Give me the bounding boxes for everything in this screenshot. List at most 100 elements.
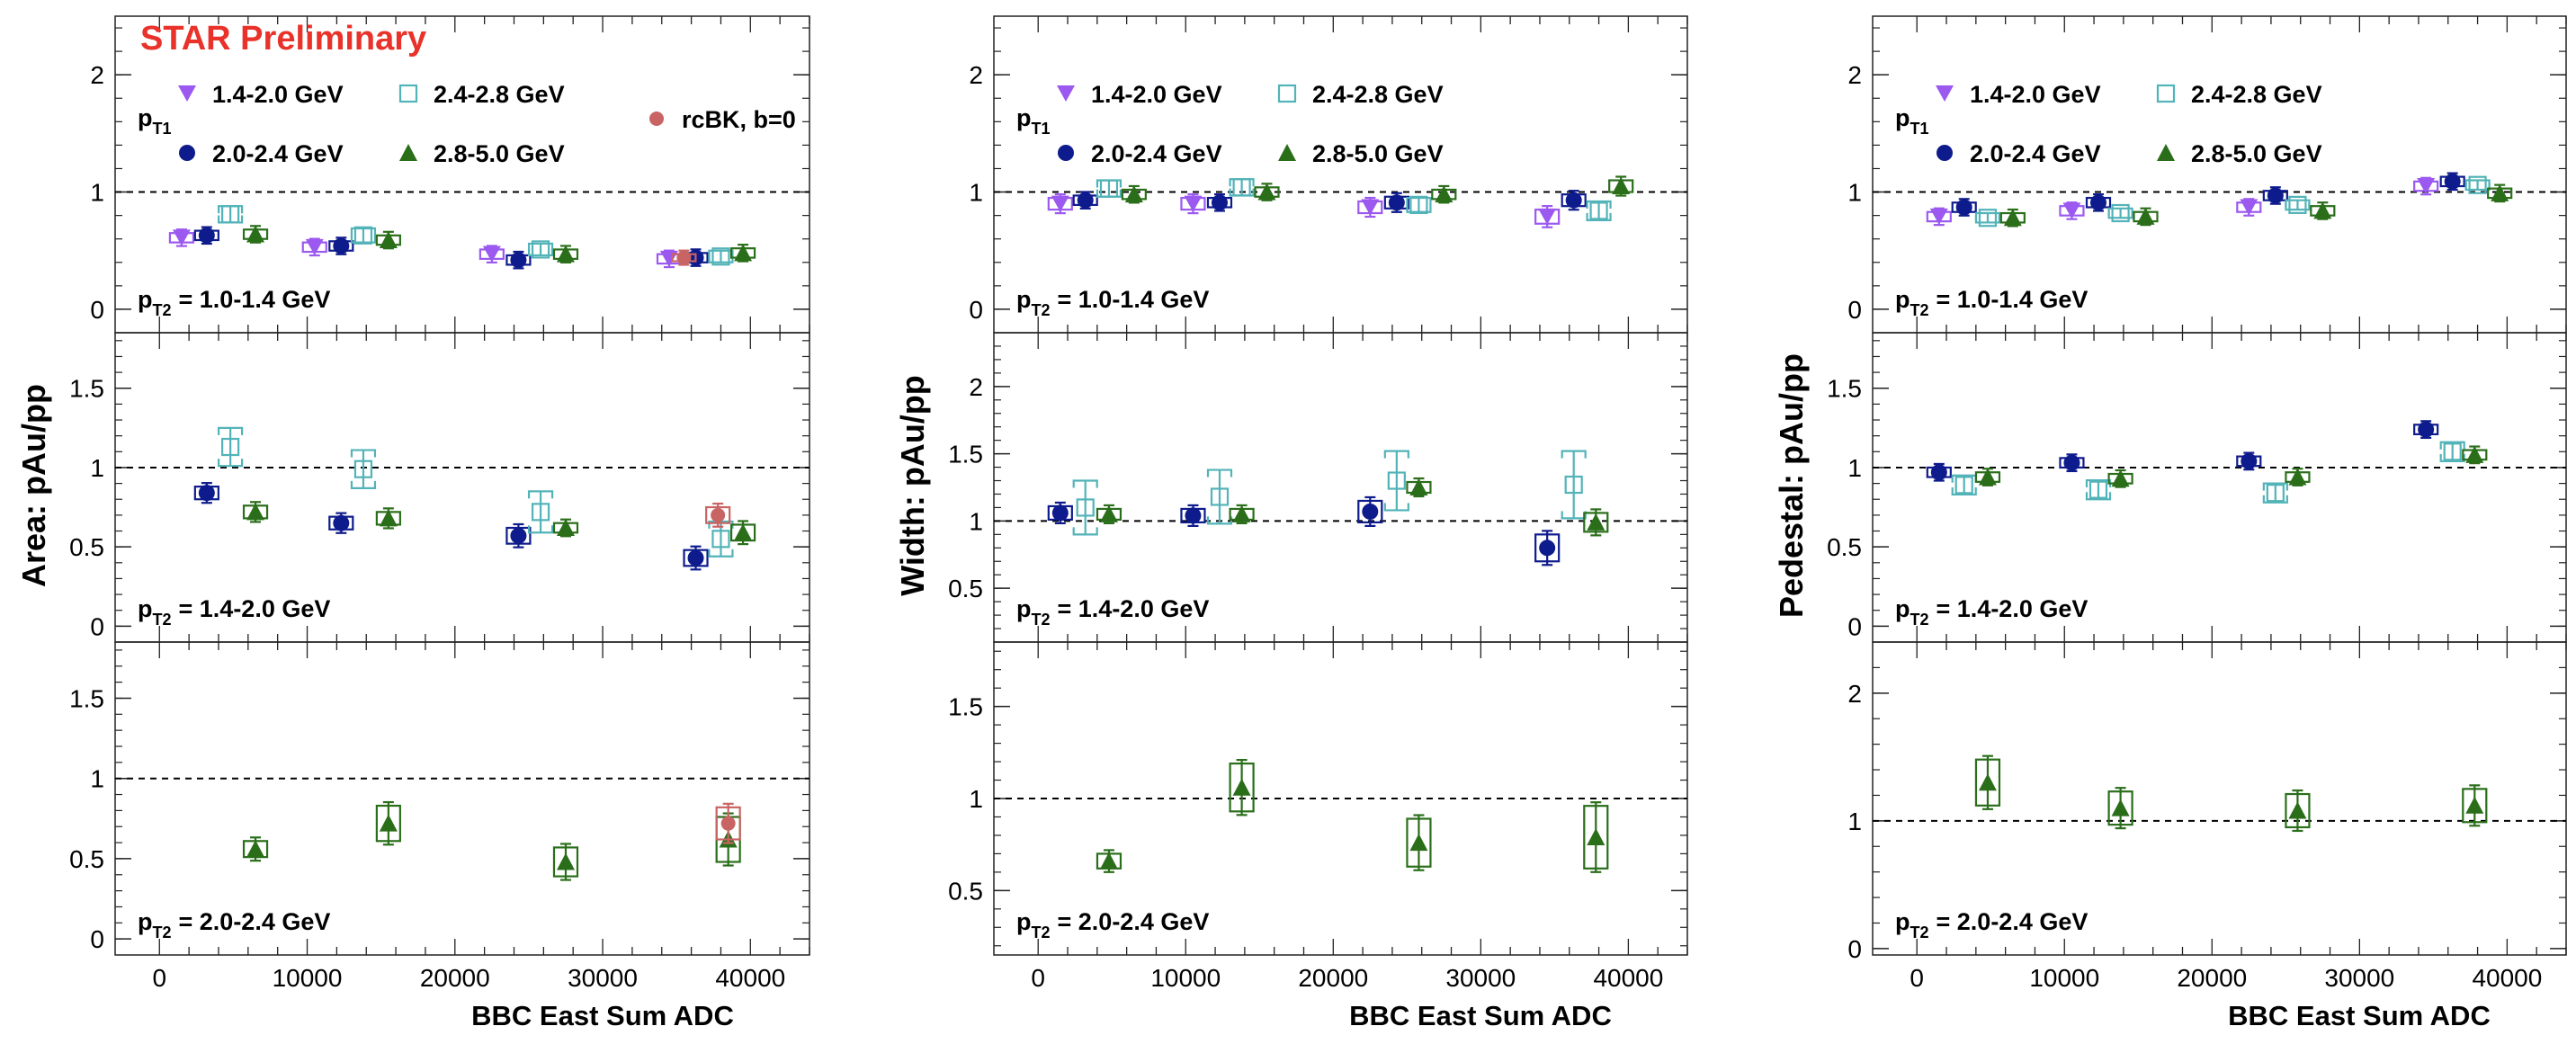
data-point <box>2285 195 2311 214</box>
panel-row-3: 0 0.5 1 1.5 pT2 = 2.0-2.4 GeV <box>69 641 810 956</box>
y-tick-label: 2 <box>1847 680 1862 708</box>
marker-up-triangle <box>379 814 398 832</box>
marker-filled-circle <box>1051 504 1069 522</box>
pt-label-sub: T1 <box>1910 120 1929 138</box>
x-tick-label: 0 <box>152 964 166 992</box>
data-point <box>683 545 709 571</box>
marker-up-triangle <box>1232 504 1251 522</box>
marker-open-square <box>1589 201 1608 220</box>
data-point <box>1534 205 1561 228</box>
data-point <box>1406 814 1432 871</box>
data-point <box>715 802 741 844</box>
data-point <box>2059 453 2085 473</box>
data-point <box>2439 172 2465 192</box>
series-s28 <box>242 225 756 263</box>
y-axis-label: Width: pAu/pp <box>894 375 931 596</box>
sys-bracket-top <box>1383 450 1409 459</box>
pt-label: pT1 <box>1016 104 1051 138</box>
pt-label-sub: T1 <box>1032 120 1051 138</box>
y-tick-label: 0.5 <box>1827 533 1862 561</box>
marker-up-triangle <box>2313 201 2332 219</box>
data-point <box>328 236 354 255</box>
y-tick-label: 0 <box>90 612 104 640</box>
data-point <box>552 843 579 881</box>
data-point <box>1431 184 1457 204</box>
sys-bracket-bottom <box>2085 492 2112 501</box>
marker-filled-circle <box>1539 540 1556 557</box>
marker-up-triangle <box>1099 852 1118 870</box>
marker-filled-circle <box>1211 194 1228 211</box>
data-point <box>1974 468 2001 486</box>
pt-label-p: p <box>1016 595 1032 622</box>
series-s20 <box>1926 420 2439 482</box>
legend-label: 2.0-2.4 GeV <box>1091 140 1222 167</box>
pt-label: pT2 = 1.4-2.0 GeV <box>138 595 330 629</box>
pt-label-sub: T2 <box>1032 924 1051 941</box>
x-tick-label: 10000 <box>273 964 343 992</box>
y-tick-label: 0 <box>1847 296 1862 324</box>
series-s24 <box>1096 178 1612 221</box>
legend-label: 2.8-5.0 GeV <box>434 140 565 167</box>
marker-open-square <box>2443 442 2462 461</box>
data-point <box>505 250 532 270</box>
pt-label-sub: T1 <box>153 120 172 138</box>
y-tick-label: 2 <box>90 61 104 89</box>
pt-label-sub: T2 <box>153 611 172 629</box>
marker-up-triangle <box>2157 144 2175 161</box>
series-s28 <box>1974 754 2488 833</box>
marker-up-triangle <box>2465 796 2484 814</box>
legend: pT1 1.4-2.0 GeV 2.4-2.8 GeV 2.0-2.4 GeV 2.8-… <box>1016 81 1444 167</box>
marker-open-square <box>1387 471 1406 490</box>
y-tick-label: 1 <box>1847 808 1862 835</box>
series-s24 <box>218 205 734 266</box>
panel-row-2: 0 0.5 1 1.5 pT2 = 1.4-2.0 GeV <box>1827 332 2567 643</box>
legend-item-s14: 1.4-2.0 GeV <box>178 81 344 108</box>
marker-up-triangle <box>1612 177 1631 195</box>
pt-label-range: = 1.0-1.4 GeV <box>1936 286 2089 313</box>
legend-item-s28: 2.8-5.0 GeV <box>2157 140 2322 167</box>
marker-up-triangle <box>399 144 417 161</box>
x-tick-label: 10000 <box>1150 964 1221 992</box>
data-point <box>1951 474 1977 496</box>
x-tick-label: 30000 <box>568 964 638 992</box>
data-point <box>1406 477 1432 498</box>
data-point <box>1926 207 1952 227</box>
y-tick-label: 0 <box>1847 612 1862 640</box>
data-point <box>168 228 195 247</box>
data-point <box>218 426 244 468</box>
data-point <box>729 520 756 546</box>
series-s28 <box>1096 759 1609 873</box>
marker-up-triangle <box>1587 513 1606 531</box>
marker-up-triangle <box>1435 185 1453 203</box>
marker-open-square <box>1210 487 1230 506</box>
sys-bracket-bottom <box>527 525 554 534</box>
legend: pT1 1.4-2.0 GeV 2.4-2.8 GeV 2.0-2.4 GeV 2.8-… <box>1895 81 2322 167</box>
x-tick-label: 40000 <box>1593 964 1663 992</box>
sys-bracket-top <box>350 227 377 236</box>
marker-down-triangle <box>1929 208 1948 225</box>
data-point <box>1999 208 2026 228</box>
marker-up-triangle <box>379 231 398 249</box>
marker-up-triangle <box>1278 144 1296 161</box>
x-tick-label: 20000 <box>420 964 490 992</box>
y-tick-label: 0.5 <box>948 575 983 602</box>
pt-label-p: p <box>1895 595 1910 622</box>
marker-up-triangle <box>2288 468 2307 486</box>
y-tick-label: 1 <box>90 454 104 482</box>
series-s28 <box>1999 183 2513 228</box>
marker-filled-circle <box>333 237 350 254</box>
x-tick-label: 20000 <box>1298 964 1368 992</box>
data-point <box>1406 195 1432 214</box>
marker-filled-circle <box>1388 194 1405 211</box>
marker-filled-circle <box>1565 192 1582 209</box>
marker-open-square <box>1954 476 1973 495</box>
marker-open-square <box>711 247 730 266</box>
marker-open-square <box>2089 480 2108 499</box>
data-point <box>1096 849 1123 873</box>
data-point <box>2464 175 2491 194</box>
pt-label: pT2 = 2.0-2.4 GeV <box>138 908 330 941</box>
data-point <box>328 512 354 534</box>
marker-filled-circle <box>2267 187 2284 204</box>
data-point <box>1951 198 1977 217</box>
